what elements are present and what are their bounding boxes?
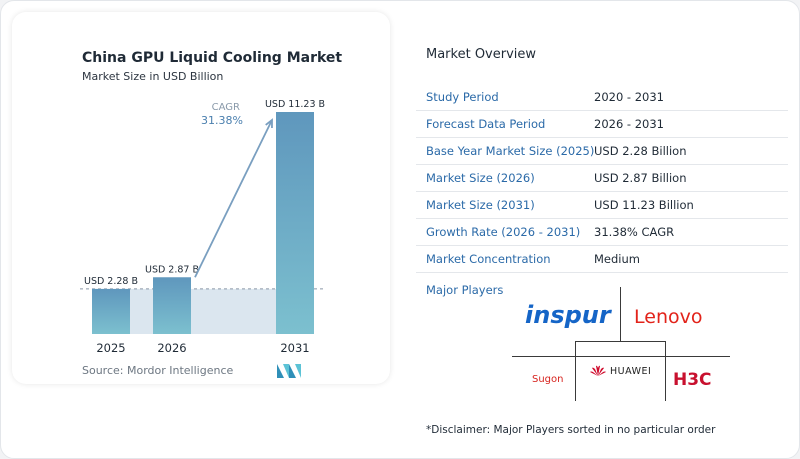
overview-value: USD 2.28 Billion [594,144,687,158]
major-players-title: Major Players [426,283,504,297]
x-tick-label-2026: 2026 [157,341,186,355]
overview-label: Study Period [426,90,499,104]
inspur-logo: inspur [525,301,611,329]
overview-label: Market Size (2031) [426,198,535,212]
players-divider [512,356,730,357]
chart-title: China GPU Liquid Cooling Market [82,50,343,66]
bar-2026 [153,277,191,334]
huawei-logo-text: HUAWEI [610,365,652,377]
players-divider [575,341,665,342]
overview-value: 31.38% CAGR [594,225,675,239]
overview-value: USD 11.23 Billion [594,198,694,212]
mordor-intelligence-logo [277,364,301,378]
overview-label: Base Year Market Size (2025) [426,144,595,158]
overview-table: Study Period 2020 - 2031 Forecast Data P… [416,84,788,273]
players-divider [575,341,576,401]
huawei-petal-icon [590,365,606,376]
chart-subtitle: Market Size in USD Billion [82,70,224,83]
overview-row-size-2026: Market Size (2026) USD 2.87 Billion [416,165,788,192]
overview-label: Growth Rate (2026 - 2031) [426,225,581,239]
overview-label: Market Concentration [426,252,551,266]
disclaimer: *Disclaimer: Major Players sorted in no … [426,424,716,436]
overview-label: Market Size (2026) [426,171,535,185]
overview-row-concentration: Market Concentration Medium [416,246,788,273]
h3c-logo: H3C [673,370,712,390]
x-tick-label-2031: 2031 [280,341,309,355]
players-divider [665,341,666,401]
x-tick-label-2025: 2025 [96,341,125,355]
sugon-logo: Sugon [532,374,564,385]
overview-title: Market Overview [426,47,537,62]
source-note: Source: Mordor Intelligence [82,364,234,377]
data-label-2026: USD 2.87 B [145,264,199,275]
players-divider [620,287,621,341]
overview-row-base-year-size: Base Year Market Size (2025) USD 2.28 Bi… [416,138,788,165]
overview-label: Forecast Data Period [426,117,546,131]
overview-value: Medium [594,252,640,266]
overview-row-growth-rate: Growth Rate (2026 - 2031) 31.38% CAGR [416,219,788,246]
cagr-arrow-line [194,119,273,278]
overview-value: USD 2.87 Billion [594,171,687,185]
data-label-2025: USD 2.28 B [84,276,138,287]
overview-row-size-2031: Market Size (2031) USD 11.23 Billion [416,192,788,219]
cagr-label: CAGR [212,102,240,113]
bar-2025 [92,288,130,334]
cagr-value: 31.38% [201,114,243,127]
lenovo-logo: Lenovo [634,306,703,328]
overview-value: 2026 - 2031 [594,117,664,131]
overview-row-forecast-period: Forecast Data Period 2026 - 2031 [416,111,788,138]
huawei-logo: HUAWEI [590,365,651,377]
overview-value: 2020 - 2031 [594,90,664,104]
overview-row-study-period: Study Period 2020 - 2031 [416,84,788,111]
bar-chart: USD 2.28 B 2025 USD 2.87 B 2026 USD 11.23 B 2… [80,99,326,355]
bar-2031 [276,112,314,334]
cagr-arrow-head [265,118,273,129]
data-label-2031: USD 11.23 B [265,99,325,110]
